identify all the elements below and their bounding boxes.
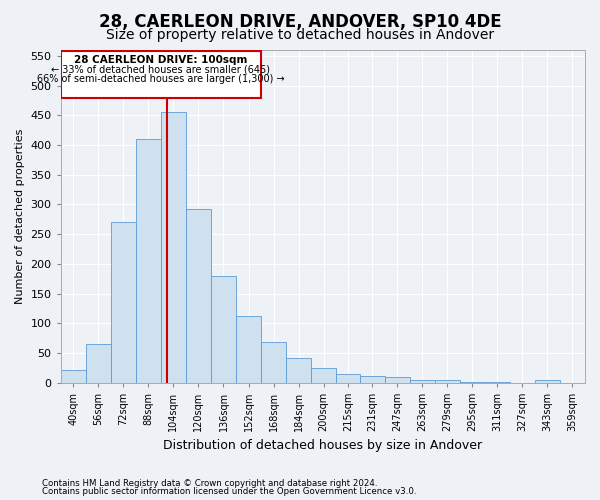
Text: 28, CAERLEON DRIVE, ANDOVER, SP10 4DE: 28, CAERLEON DRIVE, ANDOVER, SP10 4DE: [98, 12, 502, 30]
Bar: [111, 222, 136, 383]
Bar: [136, 139, 161, 383]
Bar: [211, 276, 236, 383]
Bar: [186, 208, 211, 383]
X-axis label: Distribution of detached houses by size in Andover: Distribution of detached houses by size …: [163, 440, 482, 452]
Bar: [236, 316, 261, 383]
Bar: [485, 382, 510, 383]
Text: 66% of semi-detached houses are larger (1,300) →: 66% of semi-detached houses are larger (…: [37, 74, 284, 84]
Bar: [410, 380, 435, 383]
Bar: [359, 376, 385, 383]
Y-axis label: Number of detached properties: Number of detached properties: [15, 128, 25, 304]
Text: ← 33% of detached houses are smaller (645): ← 33% of detached houses are smaller (64…: [52, 65, 271, 75]
Bar: [336, 374, 359, 383]
Text: Size of property relative to detached houses in Andover: Size of property relative to detached ho…: [106, 28, 494, 42]
Bar: [385, 377, 410, 383]
Bar: [535, 380, 560, 383]
Bar: [61, 370, 86, 383]
Bar: [435, 380, 460, 383]
Bar: [161, 112, 186, 383]
Bar: [286, 358, 311, 383]
Bar: [460, 382, 485, 383]
Bar: [261, 342, 286, 383]
Bar: [61, 51, 261, 98]
Bar: [311, 368, 336, 383]
Bar: [86, 344, 111, 383]
Text: Contains HM Land Registry data © Crown copyright and database right 2024.: Contains HM Land Registry data © Crown c…: [42, 478, 377, 488]
Text: 28 CAERLEON DRIVE: 100sqm: 28 CAERLEON DRIVE: 100sqm: [74, 55, 248, 65]
Text: Contains public sector information licensed under the Open Government Licence v3: Contains public sector information licen…: [42, 487, 416, 496]
